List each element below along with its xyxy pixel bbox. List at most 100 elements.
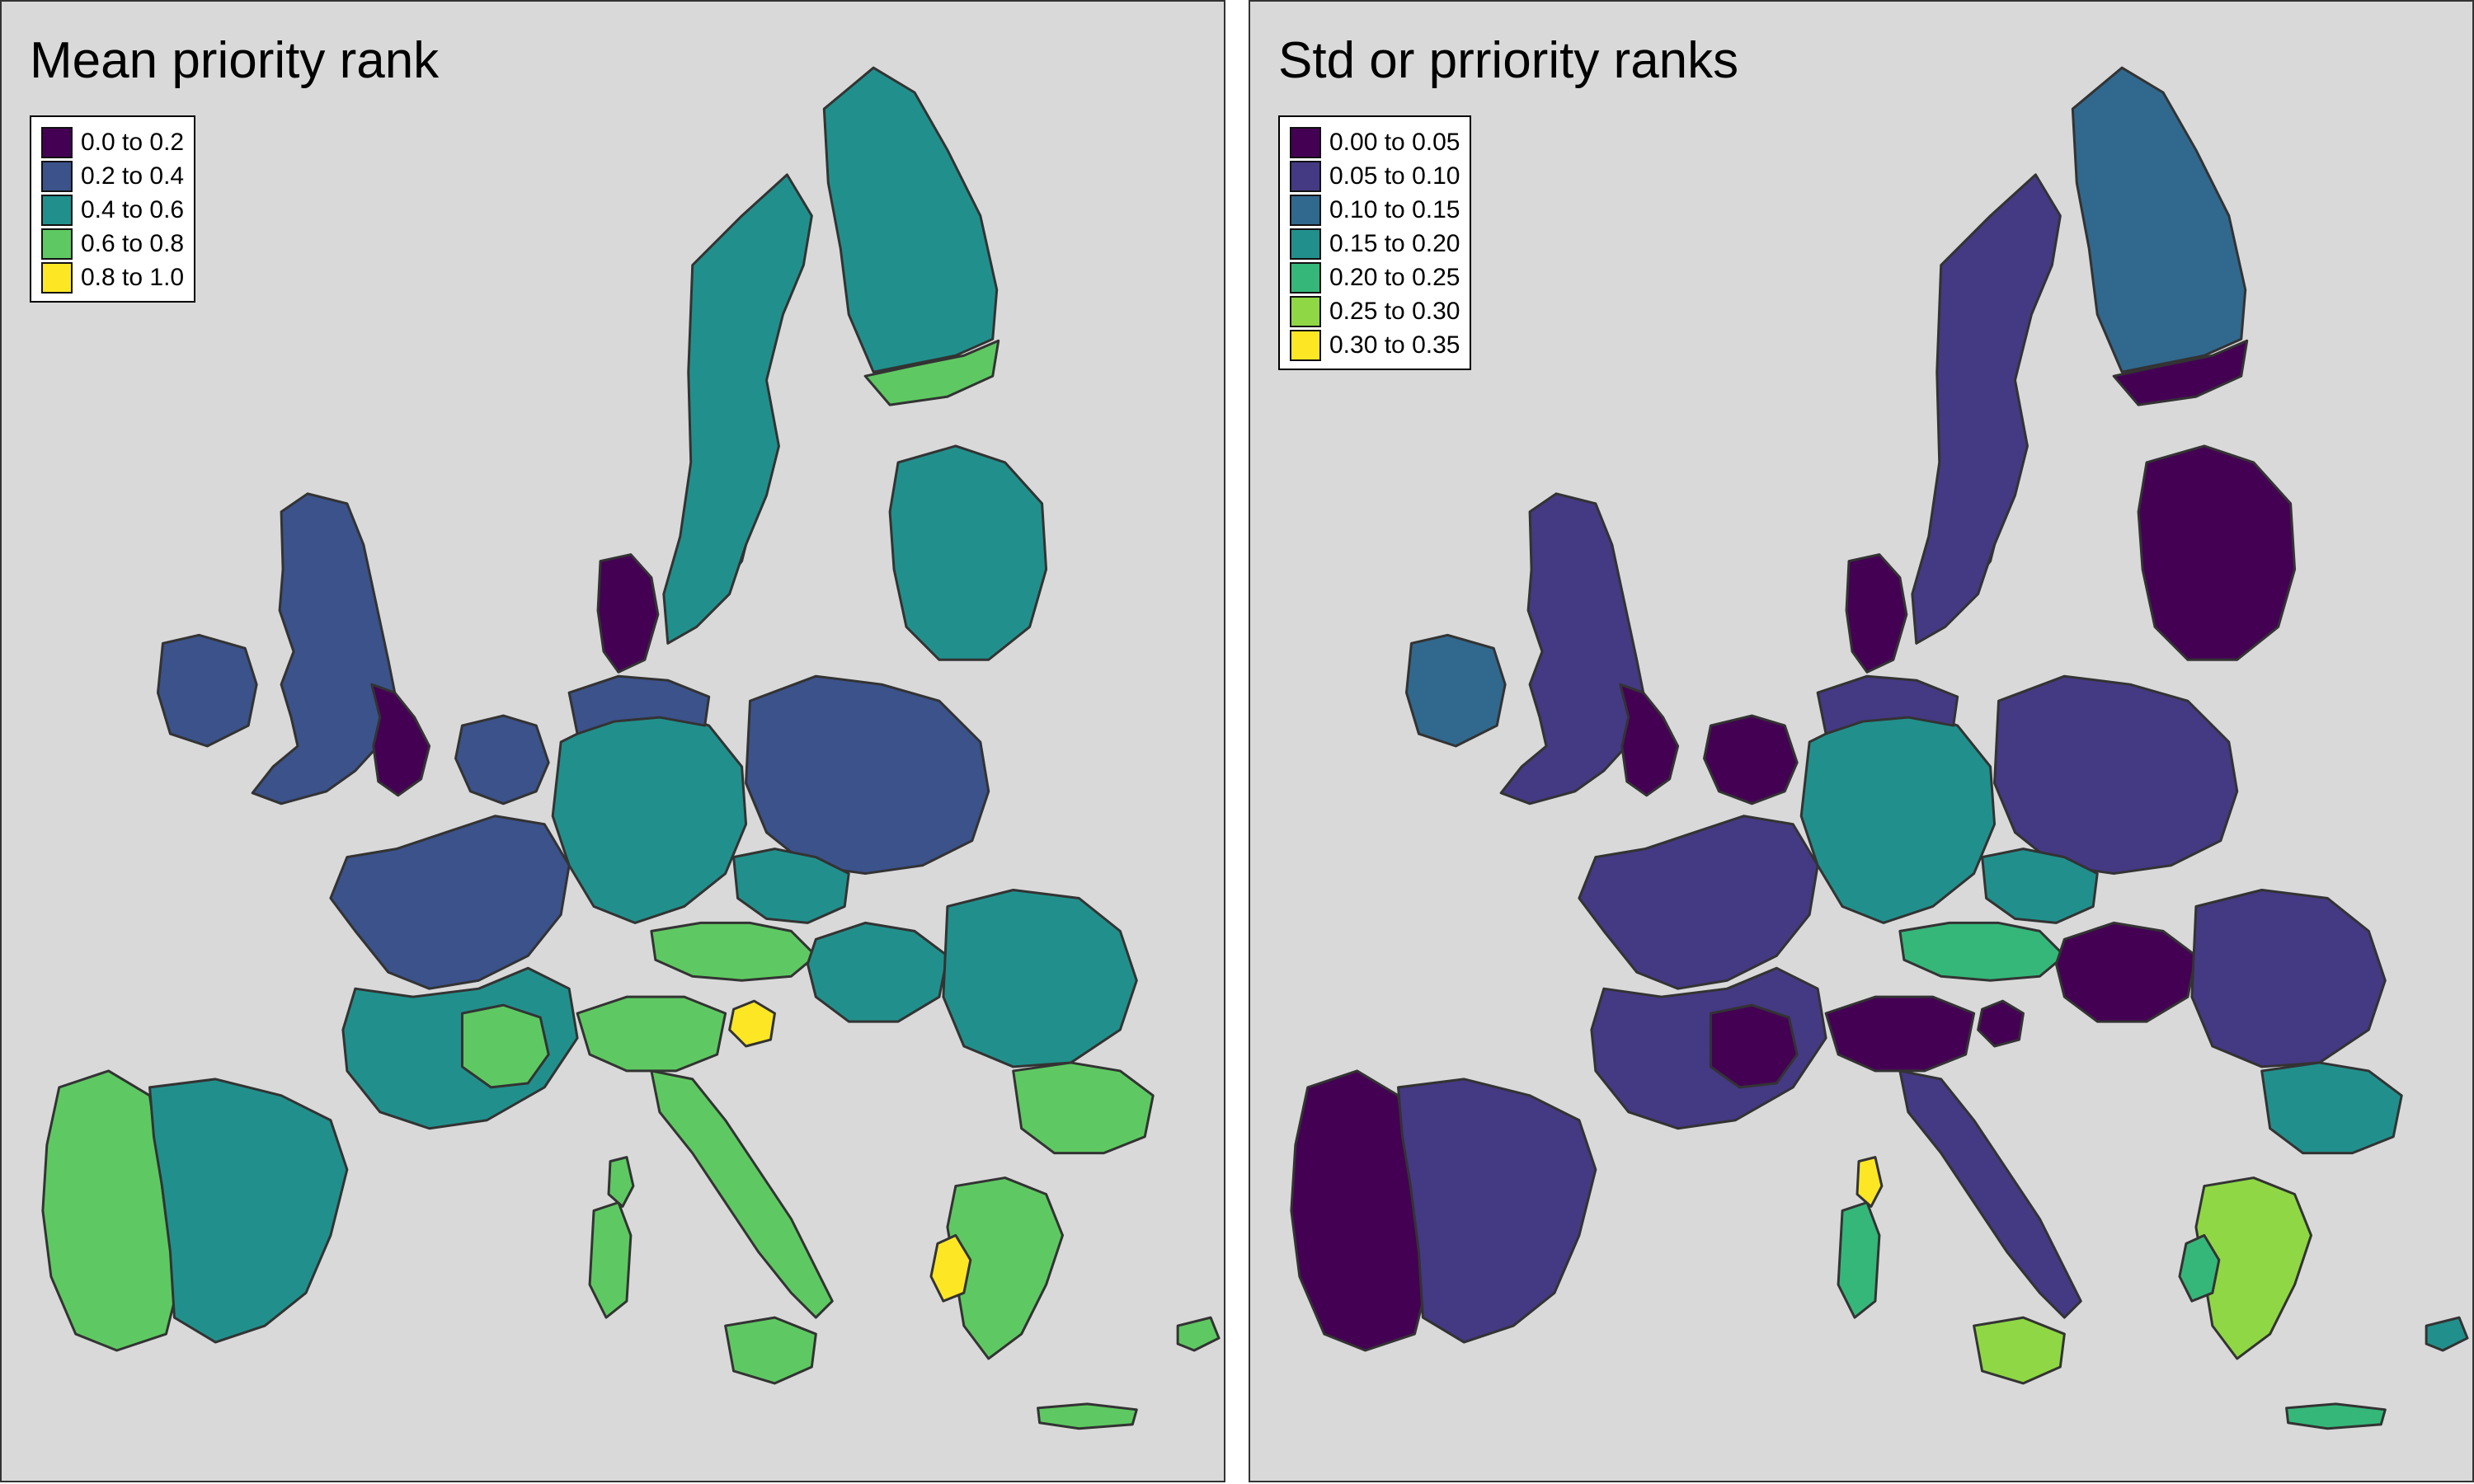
region-slovenia (1977, 999, 2025, 1048)
legend-label: 0.0 to 0.2 (81, 128, 185, 156)
region-bulgaria (2260, 1061, 2403, 1155)
region-sardinia (588, 1200, 633, 1319)
region-crete (2285, 1402, 2387, 1430)
region-iberia-east (148, 1078, 349, 1344)
region-hungary (806, 921, 949, 1023)
region-baltics (888, 444, 1048, 661)
region-italy-south (1898, 1069, 2082, 1319)
legend-swatch (1290, 228, 1321, 260)
region-france-north (329, 815, 571, 990)
legend-label: 0.25 to 0.30 (1329, 297, 1460, 325)
map-panel-mean: Mean priority rank 0.0 to 0.2 0.2 to 0.4… (0, 0, 1225, 1482)
region-france-south (341, 966, 579, 1130)
region-corsica (1856, 1156, 1884, 1208)
legend-label: 0.20 to 0.25 (1329, 263, 1460, 291)
region-finland (822, 66, 999, 373)
map-title-mean: Mean priority rank (30, 32, 440, 89)
region-italy-south (650, 1069, 834, 1319)
region-france-south (1590, 966, 1827, 1130)
legend-swatch (1290, 329, 1321, 361)
legend-entry: 0.05 to 0.10 (1290, 159, 1460, 193)
region-romania (2190, 889, 2387, 1068)
region-benelux (1703, 714, 1799, 805)
legend-label: 0.05 to 0.10 (1329, 162, 1460, 190)
region-poland (1993, 674, 2239, 876)
region-greece-west (2178, 1233, 2221, 1303)
legend-entry: 0.0 to 0.2 (41, 125, 184, 159)
legend-swatch (41, 261, 73, 294)
region-benelux (454, 714, 550, 805)
region-germany (551, 707, 748, 924)
region-baltics (2137, 444, 2297, 661)
legend-entry: 0.15 to 0.20 (1290, 227, 1460, 261)
region-czechia (732, 848, 850, 924)
legend-label: 0.00 to 0.05 (1329, 128, 1460, 156)
region-france-north (1578, 815, 1819, 990)
choropleth-map-std (1290, 66, 2469, 1430)
region-ireland (156, 633, 258, 748)
region-ireland (1404, 633, 1507, 748)
legend-entry: 0.10 to 0.15 (1290, 193, 1460, 227)
legend-entry: 0.4 to 0.6 (41, 193, 184, 227)
region-finland-south (2112, 339, 2249, 406)
region-great-britain (1499, 492, 1647, 805)
region-poland (745, 674, 990, 876)
legend-swatch (41, 126, 73, 158)
legend-entry: 0.6 to 0.8 (41, 227, 184, 261)
region-germany-north (1816, 674, 1959, 735)
region-alps-west (460, 1003, 550, 1089)
legend-entry: 0.2 to 0.4 (41, 159, 184, 193)
region-sicily (724, 1316, 817, 1385)
region-sicily (1973, 1316, 2066, 1385)
region-germany-north (567, 674, 711, 735)
region-czechia (1981, 848, 2099, 924)
legend-label: 0.15 to 0.20 (1329, 229, 1460, 257)
region-greece-west (929, 1233, 972, 1303)
legend-label: 0.8 to 1.0 (81, 263, 185, 291)
legend-swatch (1290, 261, 1321, 294)
region-italy-north (1824, 995, 1976, 1073)
legend-swatch (1290, 295, 1321, 327)
legend-std: 0.00 to 0.05 0.05 to 0.10 0.10 to 0.15 0… (1278, 115, 1472, 370)
region-finland-south (863, 339, 1000, 406)
region-slovenia (728, 999, 776, 1048)
region-cyprus (1176, 1316, 1221, 1352)
region-great-britain (251, 492, 398, 805)
legend-swatch (1290, 194, 1321, 226)
region-sweden (662, 173, 813, 645)
region-italy-north (576, 995, 727, 1073)
region-corsica (607, 1156, 635, 1208)
region-finland (2071, 66, 2247, 373)
legend-swatch (41, 194, 73, 226)
legend-swatch (41, 160, 73, 192)
map-title-std: Std or prriority ranks (1278, 32, 1739, 89)
region-sardinia (1837, 1200, 1881, 1319)
legend-entry: 0.8 to 1.0 (41, 261, 184, 294)
region-alps-west (1709, 1003, 1799, 1089)
choropleth-map-mean (41, 66, 1221, 1430)
region-england-east (370, 683, 431, 797)
region-iberia-east (1397, 1078, 1597, 1344)
map-panel-std: Std or prriority ranks 0.00 to 0.05 0.05… (1249, 0, 2474, 1482)
region-austria (1898, 921, 2066, 982)
region-bulgaria (1012, 1061, 1155, 1155)
legend-entry: 0.30 to 0.35 (1290, 328, 1460, 362)
region-england-east (1619, 683, 1680, 797)
region-austria (650, 921, 817, 982)
legend-swatch (1290, 160, 1321, 192)
legend-entry: 0.20 to 0.25 (1290, 261, 1460, 294)
legend-label: 0.30 to 0.35 (1329, 331, 1460, 359)
legend-swatch (41, 228, 73, 260)
region-hungary (2054, 921, 2198, 1023)
region-sweden (1911, 173, 2062, 645)
legend-label: 0.6 to 0.8 (81, 229, 185, 257)
region-denmark (1845, 553, 1908, 674)
region-denmark (596, 553, 660, 674)
region-cyprus (2425, 1316, 2469, 1352)
legend-label: 0.10 to 0.15 (1329, 195, 1460, 223)
region-crete (1037, 1402, 1138, 1430)
legend-label: 0.4 to 0.6 (81, 195, 185, 223)
legend-label: 0.2 to 0.4 (81, 162, 185, 190)
legend-entry: 0.00 to 0.05 (1290, 125, 1460, 159)
region-romania (942, 889, 1138, 1068)
